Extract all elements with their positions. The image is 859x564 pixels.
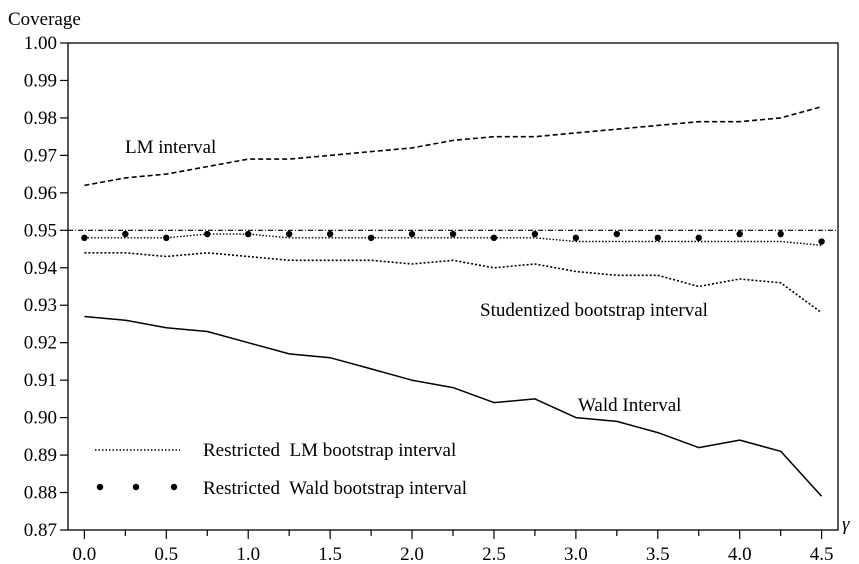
data-point-restricted-wald-bootstrap-interval — [204, 230, 211, 238]
series-line-wald-interval — [84, 315, 823, 497]
data-point-restricted-wald-bootstrap-interval — [490, 234, 498, 241]
x-tick-label: 3.0 — [564, 544, 588, 564]
y-tick-label: 0.97 — [24, 145, 57, 166]
y-tick-label: 0.89 — [24, 445, 57, 466]
y-tick-label: 0.92 — [24, 333, 57, 354]
y-tick-label: 0.96 — [24, 183, 57, 204]
series-layer — [81, 105, 825, 497]
x-tick-label: 3.5 — [646, 544, 670, 564]
legend-dot — [96, 483, 104, 491]
legend-label-restricted-wald: Restricted Wald bootstrap interval — [203, 478, 467, 499]
data-point-restricted-wald-bootstrap-interval — [408, 230, 416, 238]
legend-label-restricted-lm: Restricted LM bootstrap interval — [203, 440, 456, 461]
legend-dot — [132, 483, 140, 491]
legend: Restricted LM bootstrap interval Restric… — [95, 440, 467, 499]
x-tick-label: 0.0 — [73, 544, 97, 564]
y-tick-label: 0.94 — [24, 258, 58, 279]
data-point-restricted-wald-bootstrap-interval — [326, 230, 334, 238]
data-point-restricted-wald-bootstrap-interval — [572, 234, 580, 241]
y-tick-label: 0.93 — [24, 295, 57, 316]
y-tick-label: 0.91 — [24, 370, 57, 391]
y-tick-label: 0.98 — [24, 108, 57, 129]
x-tick-label: 0.5 — [154, 544, 178, 564]
data-point-restricted-wald-bootstrap-interval — [122, 230, 129, 238]
data-point-restricted-wald-bootstrap-interval — [818, 238, 825, 245]
wald-interval-label: Wald Interval — [578, 395, 681, 416]
y-tick-label: 0.87 — [24, 520, 57, 541]
data-point-restricted-wald-bootstrap-interval — [531, 230, 539, 238]
data-point-restricted-wald-bootstrap-interval — [654, 234, 661, 241]
series-line-studentized-bootstrap-interval — [84, 252, 823, 314]
y-axis-ticks: 0.87 0.88 0.89 0.90 0.91 0.92 0.93 0.94 0.95 0.96… — [24, 33, 68, 541]
lm-interval-label: LM interval — [125, 137, 216, 158]
data-point-restricted-wald-bootstrap-interval — [285, 230, 293, 238]
x-axis-ticks: 0.0 0.5 1.0 1.5 2.0 2.5 3.0 3.5 4.0 4.5 — [73, 530, 834, 564]
data-point-restricted-wald-bootstrap-interval — [695, 234, 702, 241]
x-tick-label: 2.5 — [482, 544, 506, 564]
data-point-restricted-wald-bootstrap-interval — [449, 230, 457, 238]
data-point-restricted-wald-bootstrap-interval — [736, 230, 743, 238]
y-tick-label: 0.95 — [24, 220, 57, 241]
x-tick-label: 4.0 — [728, 544, 752, 564]
data-point-restricted-wald-bootstrap-interval — [613, 230, 621, 238]
y-tick-label: 0.88 — [24, 483, 57, 504]
data-point-restricted-wald-bootstrap-interval — [245, 230, 252, 238]
data-point-restricted-wald-bootstrap-interval — [163, 234, 170, 241]
series-line-lm-interval — [84, 105, 822, 187]
x-tick-label: 4.5 — [810, 544, 834, 564]
x-tick-label: 1.0 — [236, 544, 260, 564]
x-axis-title: γ — [842, 514, 850, 535]
legend-dot — [170, 483, 178, 491]
y-tick-label: 0.99 — [24, 70, 57, 91]
data-point-restricted-wald-bootstrap-interval — [81, 234, 88, 241]
data-point-restricted-wald-bootstrap-interval — [367, 234, 375, 241]
data-point-restricted-wald-bootstrap-interval — [777, 230, 784, 238]
x-tick-label: 2.0 — [400, 544, 424, 564]
y-tick-label: 1.00 — [24, 33, 57, 54]
studentized-interval-label: Studentized bootstrap interval — [480, 300, 708, 321]
y-tick-label: 0.90 — [24, 408, 57, 429]
y-axis-title: Coverage — [8, 9, 81, 30]
x-tick-label: 1.5 — [318, 544, 342, 564]
